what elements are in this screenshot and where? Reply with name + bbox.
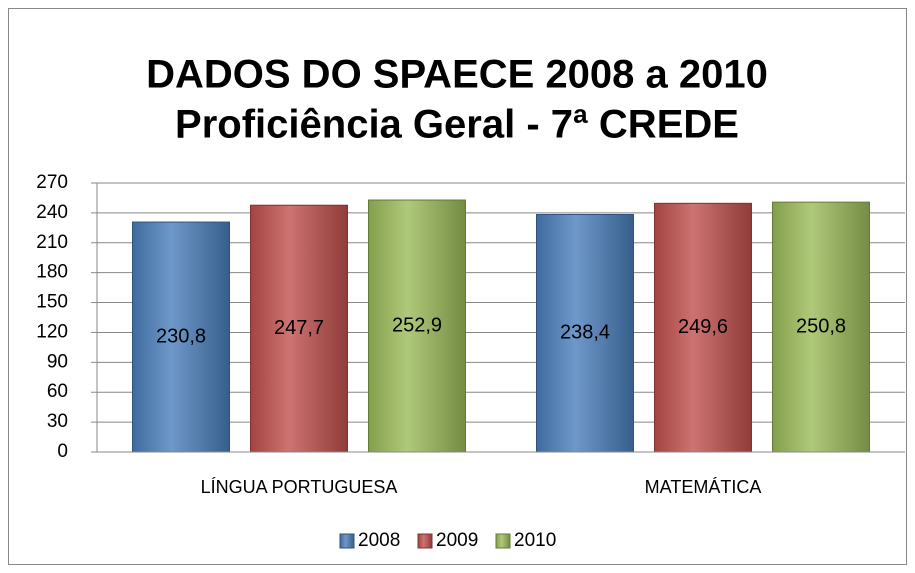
bar (368, 199, 466, 453)
bar (772, 201, 870, 453)
chart-title: DADOS DO SPAECE 2008 a 2010 (146, 53, 768, 97)
value-label: 238,4 (560, 322, 610, 344)
value-label: 252,9 (392, 314, 442, 336)
chart-title: Proficiência Geral - 7ª CREDE (175, 103, 739, 147)
value-label: 230,8 (156, 325, 206, 347)
legend-swatch (339, 533, 355, 549)
bar (132, 221, 230, 453)
y-tick-label: 120 (36, 321, 68, 342)
y-tick-label: 60 (47, 381, 68, 402)
y-tick-label: 210 (36, 232, 68, 253)
legend-swatch (417, 533, 433, 549)
y-tick-label: 30 (47, 411, 68, 432)
legend-label: 2008 (358, 530, 400, 551)
y-tick-label: 90 (47, 351, 68, 372)
legend-label: 2009 (436, 530, 478, 551)
value-label: 249,6 (678, 316, 728, 338)
value-label: 250,8 (796, 315, 846, 337)
y-tick-label: 0 (57, 441, 68, 462)
y-tick-label: 240 (36, 202, 68, 223)
y-tick-label: 270 (36, 172, 68, 193)
value-label: 247,7 (274, 317, 324, 339)
x-tick-label: LÍNGUA PORTUGUESA (201, 477, 398, 497)
y-tick-label: 180 (36, 262, 68, 283)
y-tick-label: 150 (36, 292, 68, 313)
legend-label: 2010 (514, 530, 556, 551)
legend-swatch (495, 533, 511, 549)
bar (250, 204, 348, 453)
bar (536, 213, 634, 453)
x-tick-label: MATEMÁTICA (645, 477, 762, 497)
